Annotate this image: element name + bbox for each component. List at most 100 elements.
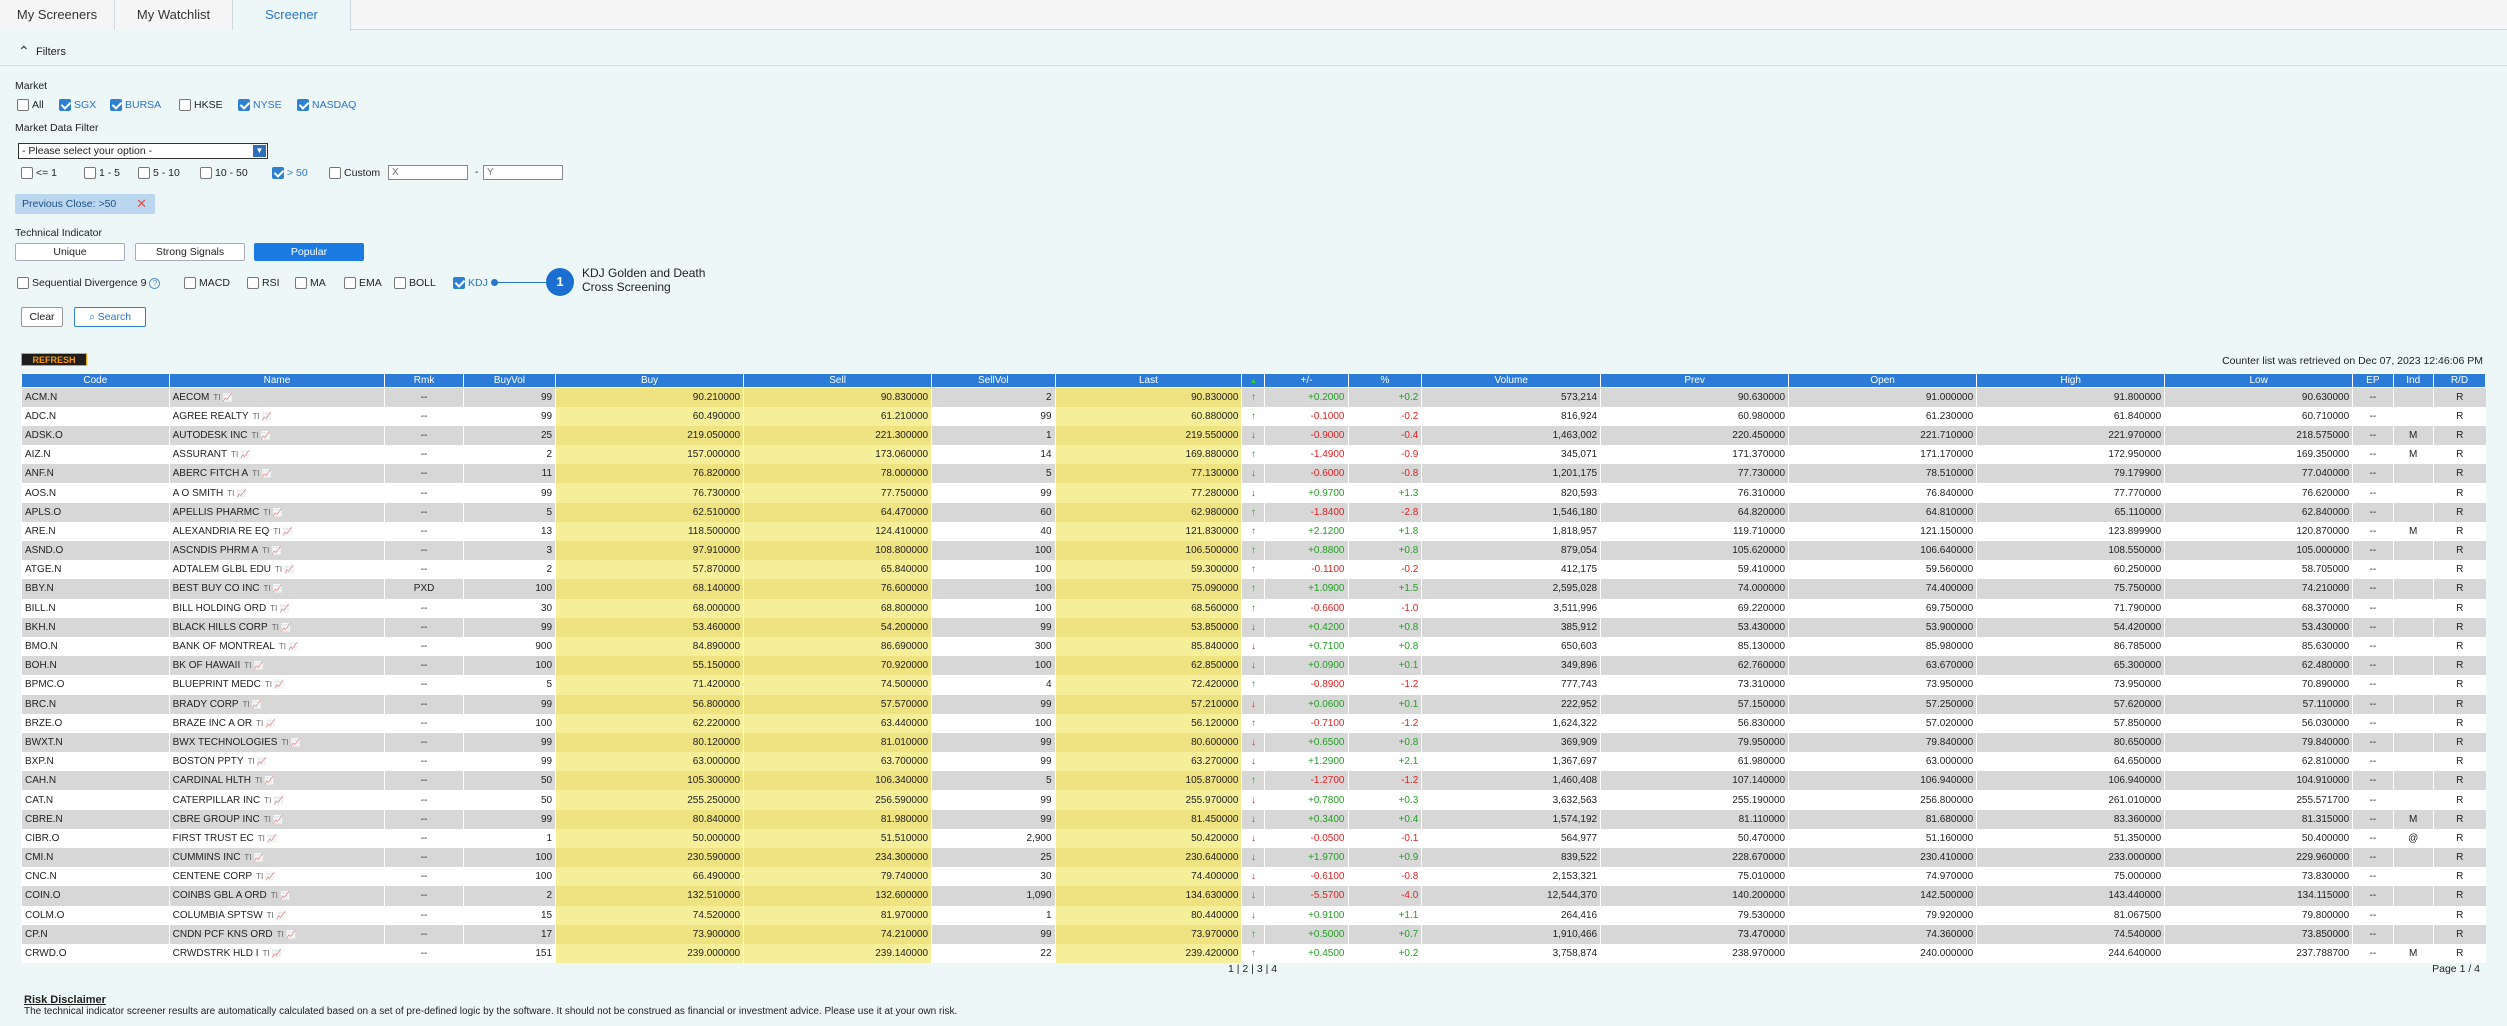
column-header[interactable]: Rmk [384,373,464,388]
checkbox-box[interactable] [297,99,309,111]
cell-name[interactable]: BILL HOLDING ORD TI 📈 [168,598,385,618]
table-row[interactable]: BILL.N BILL HOLDING ORD TI 📈 -- 30 68.000000 6… [21,598,2486,618]
cell-name[interactable]: BRAZE INC A OR TI 📈 [168,713,385,733]
tab-my-screeners[interactable]: My Screeners [0,0,115,30]
chart-icon[interactable]: TI 📈 [262,546,282,556]
cell-name[interactable]: BWX TECHNOLOGIES TI 📈 [168,732,385,753]
stock-name[interactable]: AUTODESK INC [172,429,248,441]
table-row[interactable]: BRC.N BRADY CORP TI 📈 -- 99 56.800000 57.57000… [21,694,2486,714]
table-row[interactable]: BMO.N BANK OF MONTREAL TI 📈 -- 900 84.890000 8… [21,636,2486,657]
tab-popular[interactable]: Popular [254,243,364,261]
stock-name[interactable]: CARDINAL HLTH [172,775,251,787]
cell-name[interactable]: CBRE GROUP INC TI 📈 [168,809,385,829]
cell-name[interactable]: ADTALEM GLBL EDU TI 📈 [168,560,385,580]
checkbox-box[interactable] [238,99,250,111]
cell-code[interactable]: CP.N [21,924,170,944]
cell-code[interactable]: BRZE.O [21,713,170,733]
chart-icon[interactable]: TI 📈 [278,642,299,652]
chart-icon[interactable]: TI 📈 [270,891,291,901]
cell-name[interactable]: ASCNDIS PHRM A TI 📈 [168,541,385,561]
checkbox-box[interactable] [394,277,406,289]
checkbox-box[interactable] [453,277,465,289]
checkbox-box[interactable] [59,99,71,111]
cell-name[interactable]: CENTENE CORP TI 📈 [168,867,385,887]
checkbox-box[interactable] [200,167,212,179]
column-header[interactable]: Buy [555,373,745,388]
indicator-checkbox-macd[interactable]: MACD [184,277,230,289]
cell-code[interactable]: BBY.N [21,579,170,599]
market-checkbox-sgx[interactable]: SGX [59,99,96,111]
table-row[interactable]: CAH.N CARDINAL HLTH TI 📈 -- 50 105.300000 106.… [21,771,2486,791]
cell-name[interactable]: CRWDSTRK HLD I TI 📈 [168,943,385,964]
chart-icon[interactable]: TI 📈 [257,833,278,843]
cell-code[interactable]: BMO.N [21,636,170,657]
close-icon[interactable]: ✕ [136,196,147,211]
cell-code[interactable]: AOS.N [21,483,170,503]
cell-name[interactable]: BOSTON PPTY TI 📈 [168,752,385,772]
table-row[interactable]: BXP.N BOSTON PPTY TI 📈 -- 99 63.000000 63.7000… [21,752,2486,772]
market-checkbox-bursa[interactable]: BURSA [110,99,161,111]
cell-name[interactable]: AGREE REALTY TI 📈 [168,406,385,426]
checkbox-box[interactable] [110,99,122,111]
table-row[interactable]: BOH.N BK OF HAWAII TI 📈 -- 100 55.150000 70.92… [21,656,2486,676]
market-checkbox-all[interactable]: All [17,99,44,111]
table-row[interactable]: ACM.N AECOM TI 📈 -- 99 90.210000 90.830000 2 90.… [21,387,2486,407]
chart-icon[interactable]: TI 📈 [213,392,233,402]
cell-name[interactable]: BEST BUY CO INC TI 📈 [168,579,385,599]
checkbox-box[interactable] [179,99,191,111]
checkbox-box[interactable] [247,277,259,289]
table-row[interactable]: BRZE.O BRAZE INC A OR TI 📈 -- 100 62.220000 63… [21,713,2486,733]
cell-name[interactable]: AUTODESK INC TI 📈 [168,425,385,446]
column-header[interactable]: EP [2352,373,2394,388]
cell-code[interactable]: BPMC.O [21,675,170,695]
checkbox-box[interactable] [138,167,150,179]
chart-icon[interactable]: TI 📈 [247,757,267,767]
chart-icon[interactable]: TI 📈 [281,737,301,747]
cell-name[interactable]: COINBS GBL A ORD TI 📈 [168,886,385,906]
checkbox-box[interactable] [17,99,29,111]
market-checkbox-hkse[interactable]: HKSE [179,99,223,111]
stock-name[interactable]: BRADY CORP [172,698,239,710]
cell-name[interactable]: ABERC FITCH A TI 📈 [168,464,385,484]
table-row[interactable]: ANF.N ABERC FITCH A TI 📈 -- 11 76.820000 78.00… [21,464,2486,484]
market-data-select[interactable]: - Please select your option - ▼ [18,143,268,159]
stock-name[interactable]: BRAZE INC A OR [172,717,253,729]
cell-name[interactable]: BK OF HAWAII TI 📈 [168,656,385,676]
cell-code[interactable]: BWXT.N [21,732,170,753]
range-checkbox-1[interactable]: 1 - 5 [84,167,120,179]
cell-code[interactable]: BOH.N [21,656,170,676]
cell-name[interactable]: COLUMBIA SPTSW TI 📈 [168,905,385,925]
stock-name[interactable]: FIRST TRUST EC [172,832,254,844]
table-row[interactable]: ASND.O ASCNDIS PHRM A TI 📈 -- 3 97.910000 108.… [21,541,2486,561]
table-row[interactable]: CNC.N CENTENE CORP TI 📈 -- 100 66.490000 79.74… [21,867,2486,887]
stock-name[interactable]: ADTALEM GLBL EDU [172,564,271,576]
column-header[interactable]: Last [1054,373,1243,388]
column-header[interactable]: Code [21,373,170,388]
cell-name[interactable]: A O SMITH TI 📈 [168,483,385,503]
cell-code[interactable]: ADC.N [21,406,170,426]
cell-code[interactable]: CIBR.O [21,828,170,848]
stock-name[interactable]: AECOM [172,391,210,403]
chart-icon[interactable]: TI 📈 [273,526,293,536]
table-row[interactable]: ARE.N ALEXANDRIA RE EQ TI 📈 -- 13 118.500000 1… [21,521,2486,541]
column-header[interactable]: % [1347,373,1423,388]
cell-code[interactable]: ADSK.O [21,425,170,446]
chart-icon[interactable]: TI 📈 [263,584,283,594]
chart-icon[interactable]: TI 📈 [255,776,275,786]
range-checkbox-4[interactable]: > 50 [272,167,308,179]
cell-code[interactable]: APLS.O [21,502,170,522]
clear-button[interactable]: Clear [21,307,63,327]
cell-name[interactable]: APELLIS PHARMC TI 📈 [168,502,385,522]
cell-code[interactable]: ACM.N [21,387,170,407]
column-header[interactable]: Ind [2392,373,2434,388]
stock-name[interactable]: BLACK HILLS CORP [172,621,268,633]
cell-code[interactable]: CRWD.O [21,943,170,964]
custom-x-input[interactable] [388,165,468,180]
table-row[interactable]: APLS.O APELLIS PHARMC TI 📈 -- 5 62.510000 64.4… [21,502,2486,522]
checkbox-box[interactable] [17,277,29,289]
table-row[interactable]: CP.N CNDN PCF KNS ORD TI 📈 -- 17 73.900000 74.… [21,924,2486,944]
indicator-checkbox-ema[interactable]: EMA [344,277,382,289]
stock-name[interactable]: CENTENE CORP [172,871,253,883]
chart-icon[interactable]: TI 📈 [264,795,284,805]
column-header[interactable]: SellVol [931,373,1056,388]
